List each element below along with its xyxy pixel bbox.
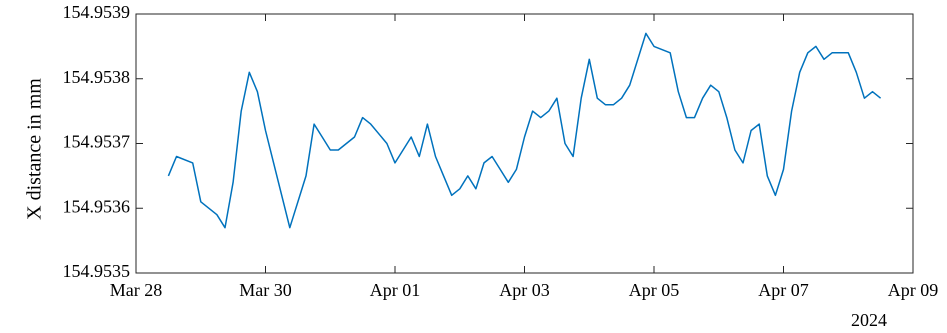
plot-area xyxy=(135,13,914,274)
y-tick-label: 154.9538 xyxy=(63,67,131,87)
data-series-line xyxy=(167,32,882,229)
y-tick-label: 154.9537 xyxy=(63,132,131,152)
x-tick-label: Apr 05 xyxy=(629,280,680,300)
y-axis-title: X distance in mm xyxy=(24,78,46,220)
x-tick-label: Mar 28 xyxy=(110,280,163,300)
x-tick-label: Apr 03 xyxy=(499,280,550,300)
x-tick-label: Apr 09 xyxy=(888,280,939,300)
x-axis-year-label: 2024 xyxy=(851,310,887,330)
x-axis: Mar 28 Mar 30 Apr 01 Apr 03 Apr 05 Apr 07 Apr … xyxy=(110,14,939,300)
x-tick-label: Apr 07 xyxy=(758,280,809,300)
y-tick-label: 154.9536 xyxy=(63,196,131,216)
y-axis: 154.9535 154.9536 154.9537 154.9538 154.9539 xyxy=(63,2,913,281)
y-tick-label: 154.9535 xyxy=(63,261,131,281)
x-tick-label: Mar 30 xyxy=(239,280,292,300)
plot-frame xyxy=(135,13,914,274)
x-tick-label: Apr 01 xyxy=(370,280,421,300)
y-tick-label: 154.9539 xyxy=(63,2,131,22)
